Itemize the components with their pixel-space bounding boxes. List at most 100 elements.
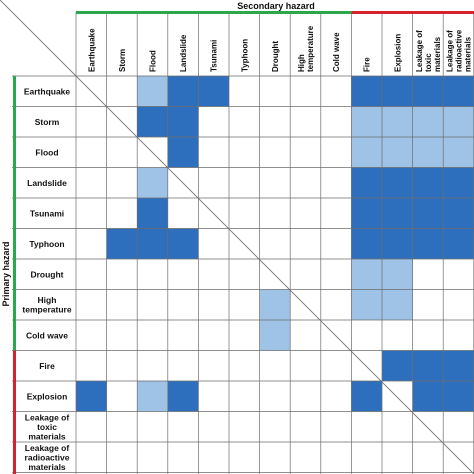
matrix-cell [137, 381, 168, 412]
row-label-line: materials [28, 431, 66, 441]
technological-hazard-row-bar [13, 350, 16, 474]
matrix-cell [382, 106, 413, 137]
matrix-cell [137, 167, 168, 198]
row-label-line: High [38, 295, 57, 305]
matrix-cell [382, 350, 413, 381]
matrix-cell [443, 106, 474, 137]
matrix-cell [382, 259, 413, 290]
row-label: Tsunami [30, 208, 64, 218]
row-label-line: Tsunami [30, 208, 64, 218]
matrix-cell [167, 106, 199, 137]
column-label-line: Fire [363, 57, 372, 72]
matrix-cell [351, 76, 382, 107]
row-label-line: Landslide [27, 178, 67, 188]
row-label-line: Cold wave [26, 330, 68, 340]
matrix-cell [443, 381, 474, 412]
matrix-cell [443, 350, 474, 381]
group-bars-layer [13, 11, 474, 474]
column-label-line: Explosion [393, 34, 402, 72]
column-label-line: High [297, 54, 306, 72]
matrix-cell [167, 228, 199, 259]
matrix-cell [106, 228, 138, 259]
column-label: Flood [149, 50, 158, 72]
row-label-line: Earthquake [24, 86, 71, 96]
column-label-line: materials [464, 36, 473, 72]
row-label-line: Explosion [27, 391, 68, 401]
matrix-cell [443, 167, 474, 198]
row-label: Earthquake [24, 86, 71, 96]
matrix-cell [137, 106, 168, 137]
column-label: Typhoon [240, 39, 249, 72]
matrix-cell [412, 106, 444, 137]
matrix-cell [412, 198, 444, 229]
column-label: Landslide [179, 34, 188, 72]
matrix-cell [351, 228, 382, 259]
matrix-cell [412, 381, 444, 412]
row-label-line: radioactive [25, 452, 70, 462]
matrix-cell [137, 198, 168, 229]
column-label-line: Tsunami [210, 40, 219, 72]
column-label: Leakage of toxic materials [415, 30, 442, 72]
natural-hazard-column-bar [76, 11, 352, 14]
row-label-line: Flood [35, 147, 58, 157]
matrix-cell [412, 76, 444, 107]
matrix-cell [412, 228, 444, 259]
matrix-cell [443, 76, 474, 107]
matrix-cell [198, 76, 229, 107]
row-label-line: Typhoon [29, 239, 64, 249]
column-label: Storm [118, 49, 127, 72]
matrix-cell [76, 381, 107, 412]
natural-hazard-row-bar [13, 76, 16, 351]
column-label: Drought [271, 41, 280, 72]
row-label: Drought [30, 269, 63, 279]
labels-layer: Earthquake Storm Flood Landslide Tsunami Typh… [22, 25, 472, 472]
column-label-line: Landslide [179, 34, 188, 72]
matrix-cell [351, 137, 382, 168]
column-label-line: temperature [306, 25, 315, 72]
matrix-cell [443, 198, 474, 229]
row-label: Cold wave [26, 330, 68, 340]
row-label-line: Drought [30, 269, 63, 279]
matrix-cell [351, 259, 382, 290]
column-label-line: Earthquake [87, 28, 96, 72]
row-label-line: Storm [35, 117, 60, 127]
row-axis-title: Primary hazard [1, 241, 11, 306]
matrix-cell [412, 350, 444, 381]
matrix-cell [351, 289, 382, 320]
matrix-cell [382, 198, 413, 229]
matrix-cell [351, 106, 382, 137]
matrix-cell [382, 228, 413, 259]
column-label-line: Typhoon [240, 39, 249, 72]
row-label-line: materials [28, 462, 66, 472]
column-label-line: Leakage of [415, 30, 424, 72]
row-label: Explosion [27, 391, 68, 401]
column-label: Earthquake [87, 28, 96, 72]
matrix-cell [351, 381, 382, 412]
matrix-cell [382, 289, 413, 320]
cells-layer [76, 76, 474, 412]
column-axis-title: Secondary hazard [237, 1, 315, 11]
row-label: Storm [35, 117, 60, 127]
matrix-cell [412, 137, 444, 168]
row-label-line: Leakage of [25, 443, 70, 453]
column-label-line: Leakage of [446, 30, 455, 72]
row-label: Fire [39, 361, 55, 371]
column-label: Cold wave [332, 32, 341, 72]
column-label: Explosion [393, 34, 402, 72]
matrix-cell [443, 228, 474, 259]
column-label-line: radioactive [455, 29, 464, 72]
column-label-line: Cold wave [332, 32, 341, 72]
row-label-line: temperature [22, 305, 71, 315]
column-label: High temperature [297, 25, 315, 72]
row-label-line: toxic [37, 422, 57, 432]
matrix-cell [167, 381, 199, 412]
row-label-line: Fire [39, 361, 55, 371]
row-label: Typhoon [29, 239, 64, 249]
matrix-cell [137, 228, 168, 259]
matrix-cell [167, 76, 199, 107]
